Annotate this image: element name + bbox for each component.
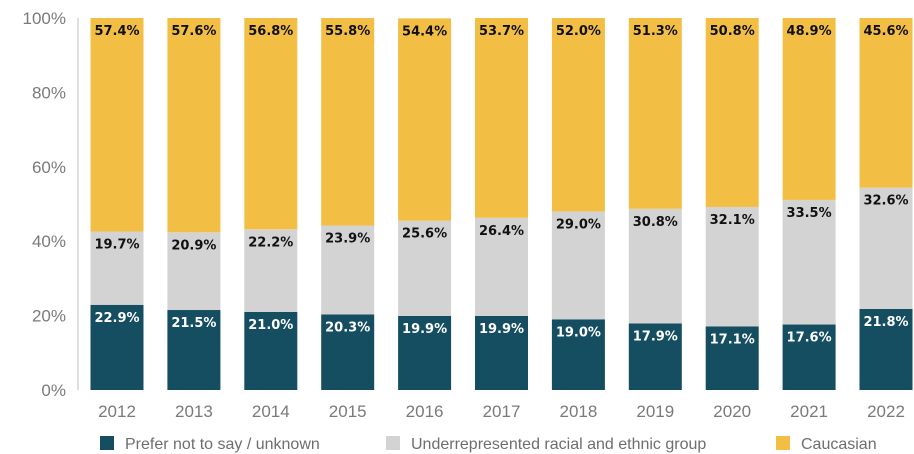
bar-segment-caucasian [628,18,682,209]
y-tick-label: 80% [32,83,66,102]
data-label: 17.6% [787,331,832,346]
data-label: 55.8% [325,24,370,39]
data-label: 22.2% [248,235,293,250]
x-tick-label: 2017 [483,402,521,421]
x-tick-label: 2013 [175,402,213,421]
x-axis: 2012 2013 2014 2015 2016 2017 2018 2019 2020 2021… [98,402,905,421]
y-tick-label: 100% [23,9,66,28]
data-label: 51.3% [633,24,678,39]
bar-segment-unknown [321,314,375,390]
bar-segment-underrepresented [782,199,836,325]
data-label: 50.8% [710,24,755,39]
bar-segment-caucasian [90,18,144,232]
bar-segment-unknown [551,319,605,390]
data-label: 19.0% [556,325,601,340]
bar-segment-underrepresented [167,232,221,311]
y-tick-label: 60% [32,158,66,177]
data-label: 45.6% [863,24,908,39]
bar-segment-underrepresented [628,208,682,324]
bar-segment-underrepresented [321,225,375,315]
y-tick-label: 0% [41,381,66,400]
x-tick-label: 2015 [329,402,367,421]
x-tick-label: 2020 [713,402,751,421]
x-tick-label: 2018 [559,402,597,421]
bar-segment-unknown [167,310,221,390]
data-label: 19.9% [479,322,524,337]
data-label: 56.8% [248,24,293,39]
y-axis: 0% 20% 40% 60% 80% 100% [23,9,66,400]
bar-area: 22.9% 19.7% 57.4% 21.5% 20.9% 57.6% 21.0% 22.2%… [90,18,913,390]
data-label: 25.6% [402,227,447,242]
bar-segment-unknown [90,304,144,390]
bar-segment-unknown [705,326,759,390]
bar-segment-caucasian [859,18,913,188]
data-label: 33.5% [787,206,832,221]
data-label: 19.7% [94,238,139,253]
legend-swatch [386,436,400,450]
data-label: 26.4% [479,224,524,239]
legend-swatch [776,436,790,450]
data-label: 52.0% [556,24,601,39]
data-label: 48.9% [787,24,832,39]
x-tick-label: 2022 [867,402,905,421]
bar-segment-unknown [782,324,836,390]
data-label: 53.7% [479,24,524,39]
bar-segment-unknown [244,311,298,390]
data-label: 21.0% [248,318,293,333]
data-label: 19.9% [402,322,447,337]
bar-segment-underrepresented [705,206,759,327]
bar-segment-underrepresented [859,187,913,309]
x-tick-label: 2012 [98,402,136,421]
data-label: 20.3% [325,320,370,335]
x-tick-label: 2021 [790,402,828,421]
data-label: 57.4% [94,24,139,39]
y-tick-label: 20% [32,307,66,326]
legend-label: Underrepresented racial and ethnic group [411,436,706,453]
bar-segment-underrepresented [475,217,528,316]
data-label: 17.1% [710,332,755,347]
bar-segment-underrepresented [398,220,452,316]
legend-label: Caucasian [801,436,877,453]
bar-segment-caucasian [475,18,528,218]
data-label: 17.9% [633,329,678,344]
bar-segment-caucasian [782,18,836,200]
legend-swatch [100,436,114,450]
legend-label: Prefer not to say / unknown [125,436,320,453]
bar-segment-caucasian [321,18,375,226]
data-label: 57.6% [171,24,216,39]
data-label: 20.9% [171,238,216,253]
data-label: 29.0% [556,217,601,232]
data-label: 32.1% [710,213,755,228]
x-tick-label: 2019 [636,402,674,421]
bar-segment-caucasian [705,18,759,207]
bar-segment-underrepresented [244,229,298,312]
bar-segment-underrepresented [90,231,144,305]
bar-segment-caucasian [551,18,605,212]
bar-segment-unknown [628,323,682,390]
y-tick-label: 40% [32,232,66,251]
data-label: 21.8% [863,315,908,330]
bar-segment-underrepresented [551,211,605,320]
bar-segment-unknown [475,315,528,390]
data-label: 21.5% [171,316,216,331]
bar-segment-unknown [398,315,452,390]
data-label: 30.8% [633,215,678,230]
bar-segment-unknown [859,308,913,390]
data-label: 22.9% [94,311,139,326]
x-tick-label: 2016 [406,402,444,421]
data-label: 54.4% [402,24,447,39]
bar-segment-caucasian [167,18,221,233]
x-tick-label: 2014 [252,402,290,421]
bar-segment-caucasian [398,18,452,221]
data-label: 32.6% [863,194,908,209]
data-label: 23.9% [325,232,370,247]
bar-segment-caucasian [244,18,298,230]
legend: Prefer not to say / unknown Underrepresen… [100,436,877,453]
